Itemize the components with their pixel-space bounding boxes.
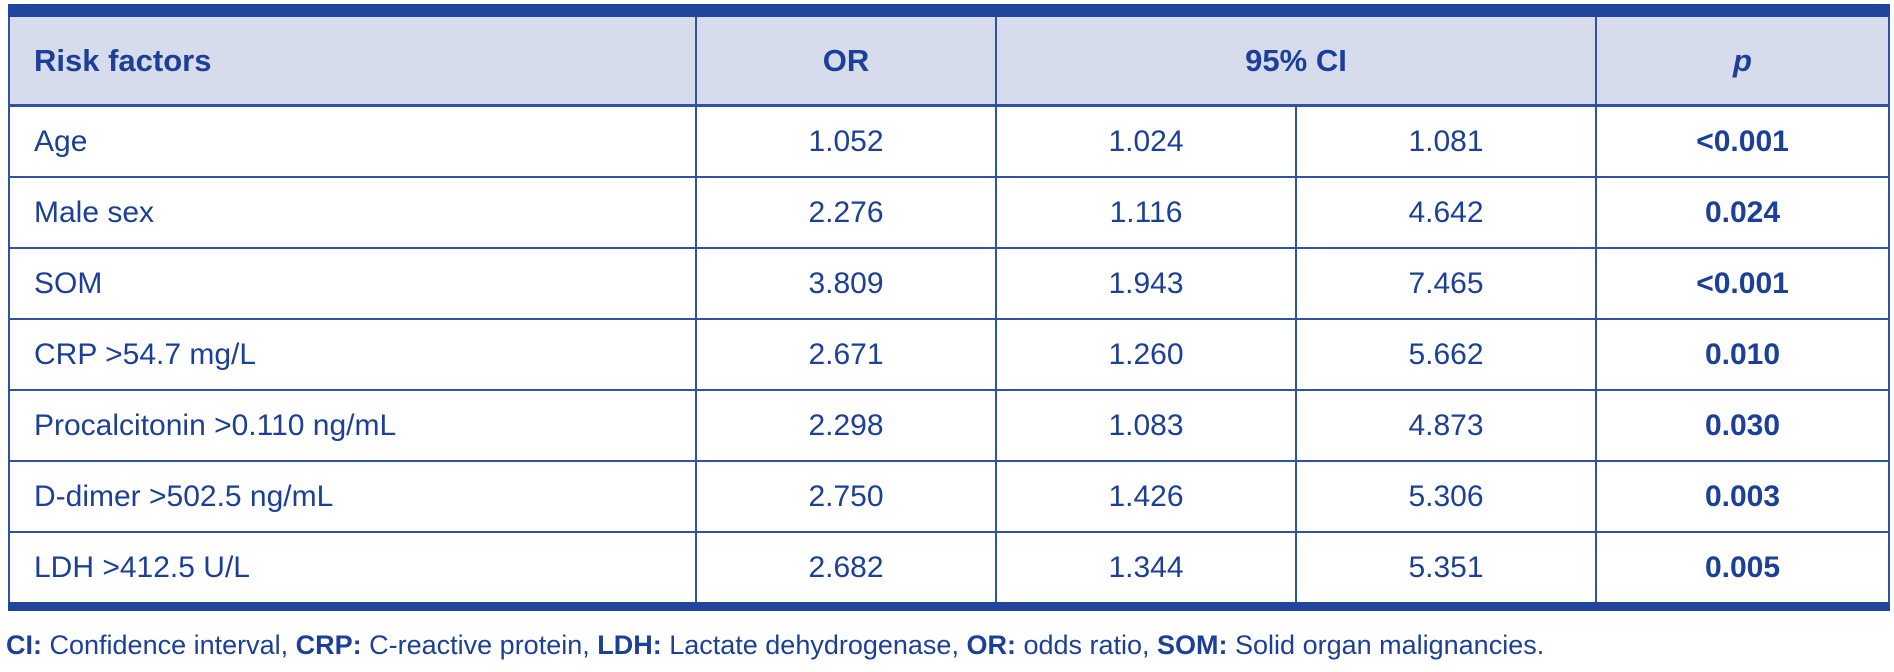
cell-or: 2.276 xyxy=(695,176,997,249)
cell-ci-high: 5.351 xyxy=(1294,531,1598,608)
cell-ci-high: 7.465 xyxy=(1294,247,1598,320)
header-row: Risk factors OR 95% CI p xyxy=(8,9,1891,107)
cell-factor: D-dimer >502.5 ng/mL xyxy=(8,460,697,533)
footnote-text: Lactate dehydrogenase, xyxy=(661,630,967,660)
cell-ci-low: 1.116 xyxy=(995,176,1297,249)
cell-factor: LDH >412.5 U/L xyxy=(8,531,697,608)
footnote: CI: Confidence interval, CRP: C-reactive… xyxy=(6,630,1894,661)
cell-ci-low: 1.024 xyxy=(995,104,1297,178)
cell-ci-high: 5.662 xyxy=(1294,318,1598,391)
column-header-or: OR xyxy=(695,9,997,107)
table-row: Procalcitonin >0.110 ng/mL 2.298 1.083 4… xyxy=(8,389,1891,462)
cell-factor: Age xyxy=(8,104,697,178)
table-body: Age 1.052 1.024 1.081 <0.001 Male sex 2.… xyxy=(8,104,1891,608)
footnote-abbr: CRP: xyxy=(295,630,362,660)
cell-or: 1.052 xyxy=(695,104,997,178)
cell-ci-high: 1.081 xyxy=(1294,104,1598,178)
cell-p: <0.001 xyxy=(1595,104,1891,178)
table-row: CRP >54.7 mg/L 2.671 1.260 5.662 0.010 xyxy=(8,318,1891,391)
cell-p: 0.010 xyxy=(1595,318,1891,391)
cell-factor: Procalcitonin >0.110 ng/mL xyxy=(8,389,697,462)
table-header: Risk factors OR 95% CI p xyxy=(8,9,1891,107)
cell-factor: SOM xyxy=(8,247,697,320)
footnote-text: Solid organ malignancies. xyxy=(1227,630,1545,660)
cell-factor: CRP >54.7 mg/L xyxy=(8,318,697,391)
cell-p: <0.001 xyxy=(1595,247,1891,320)
footnote-text: odds ratio, xyxy=(1015,630,1158,660)
footnote-text: C-reactive protein, xyxy=(361,630,598,660)
cell-or: 3.809 xyxy=(695,247,997,320)
cell-ci-high: 4.642 xyxy=(1294,176,1598,249)
cell-p: 0.005 xyxy=(1595,531,1891,608)
cell-or: 2.750 xyxy=(695,460,997,533)
cell-ci-high: 5.306 xyxy=(1294,460,1598,533)
cell-or: 2.682 xyxy=(695,531,997,608)
footnote-text: Confidence interval, xyxy=(42,630,296,660)
cell-or: 2.298 xyxy=(695,389,997,462)
table-row: Age 1.052 1.024 1.081 <0.001 xyxy=(8,104,1891,178)
cell-ci-low: 1.426 xyxy=(995,460,1297,533)
cell-p: 0.024 xyxy=(1595,176,1891,249)
table-row: Male sex 2.276 1.116 4.642 0.024 xyxy=(8,176,1891,249)
footnote-abbr: SOM: xyxy=(1157,630,1228,660)
footnote-abbr: OR: xyxy=(966,630,1016,660)
cell-ci-low: 1.344 xyxy=(995,531,1297,608)
cell-factor: Male sex xyxy=(8,176,697,249)
footnote-abbr: CI: xyxy=(6,630,42,660)
table-row: D-dimer >502.5 ng/mL 2.750 1.426 5.306 0… xyxy=(8,460,1891,533)
cell-ci-low: 1.083 xyxy=(995,389,1297,462)
cell-p: 0.030 xyxy=(1595,389,1891,462)
footnote-abbr: LDH: xyxy=(597,630,662,660)
table-row: LDH >412.5 U/L 2.682 1.344 5.351 0.005 xyxy=(8,531,1891,608)
cell-ci-high: 4.873 xyxy=(1294,389,1598,462)
cell-ci-low: 1.943 xyxy=(995,247,1297,320)
column-header-risk-factors: Risk factors xyxy=(8,9,697,107)
risk-factors-table: Risk factors OR 95% CI p Age 1.052 1.024… xyxy=(8,4,1891,611)
column-header-p: p xyxy=(1595,9,1891,107)
column-header-95ci: 95% CI xyxy=(994,9,1598,107)
cell-ci-low: 1.260 xyxy=(995,318,1297,391)
table-row: SOM 3.809 1.943 7.465 <0.001 xyxy=(8,247,1891,320)
cell-p: 0.003 xyxy=(1595,460,1891,533)
cell-or: 2.671 xyxy=(695,318,997,391)
